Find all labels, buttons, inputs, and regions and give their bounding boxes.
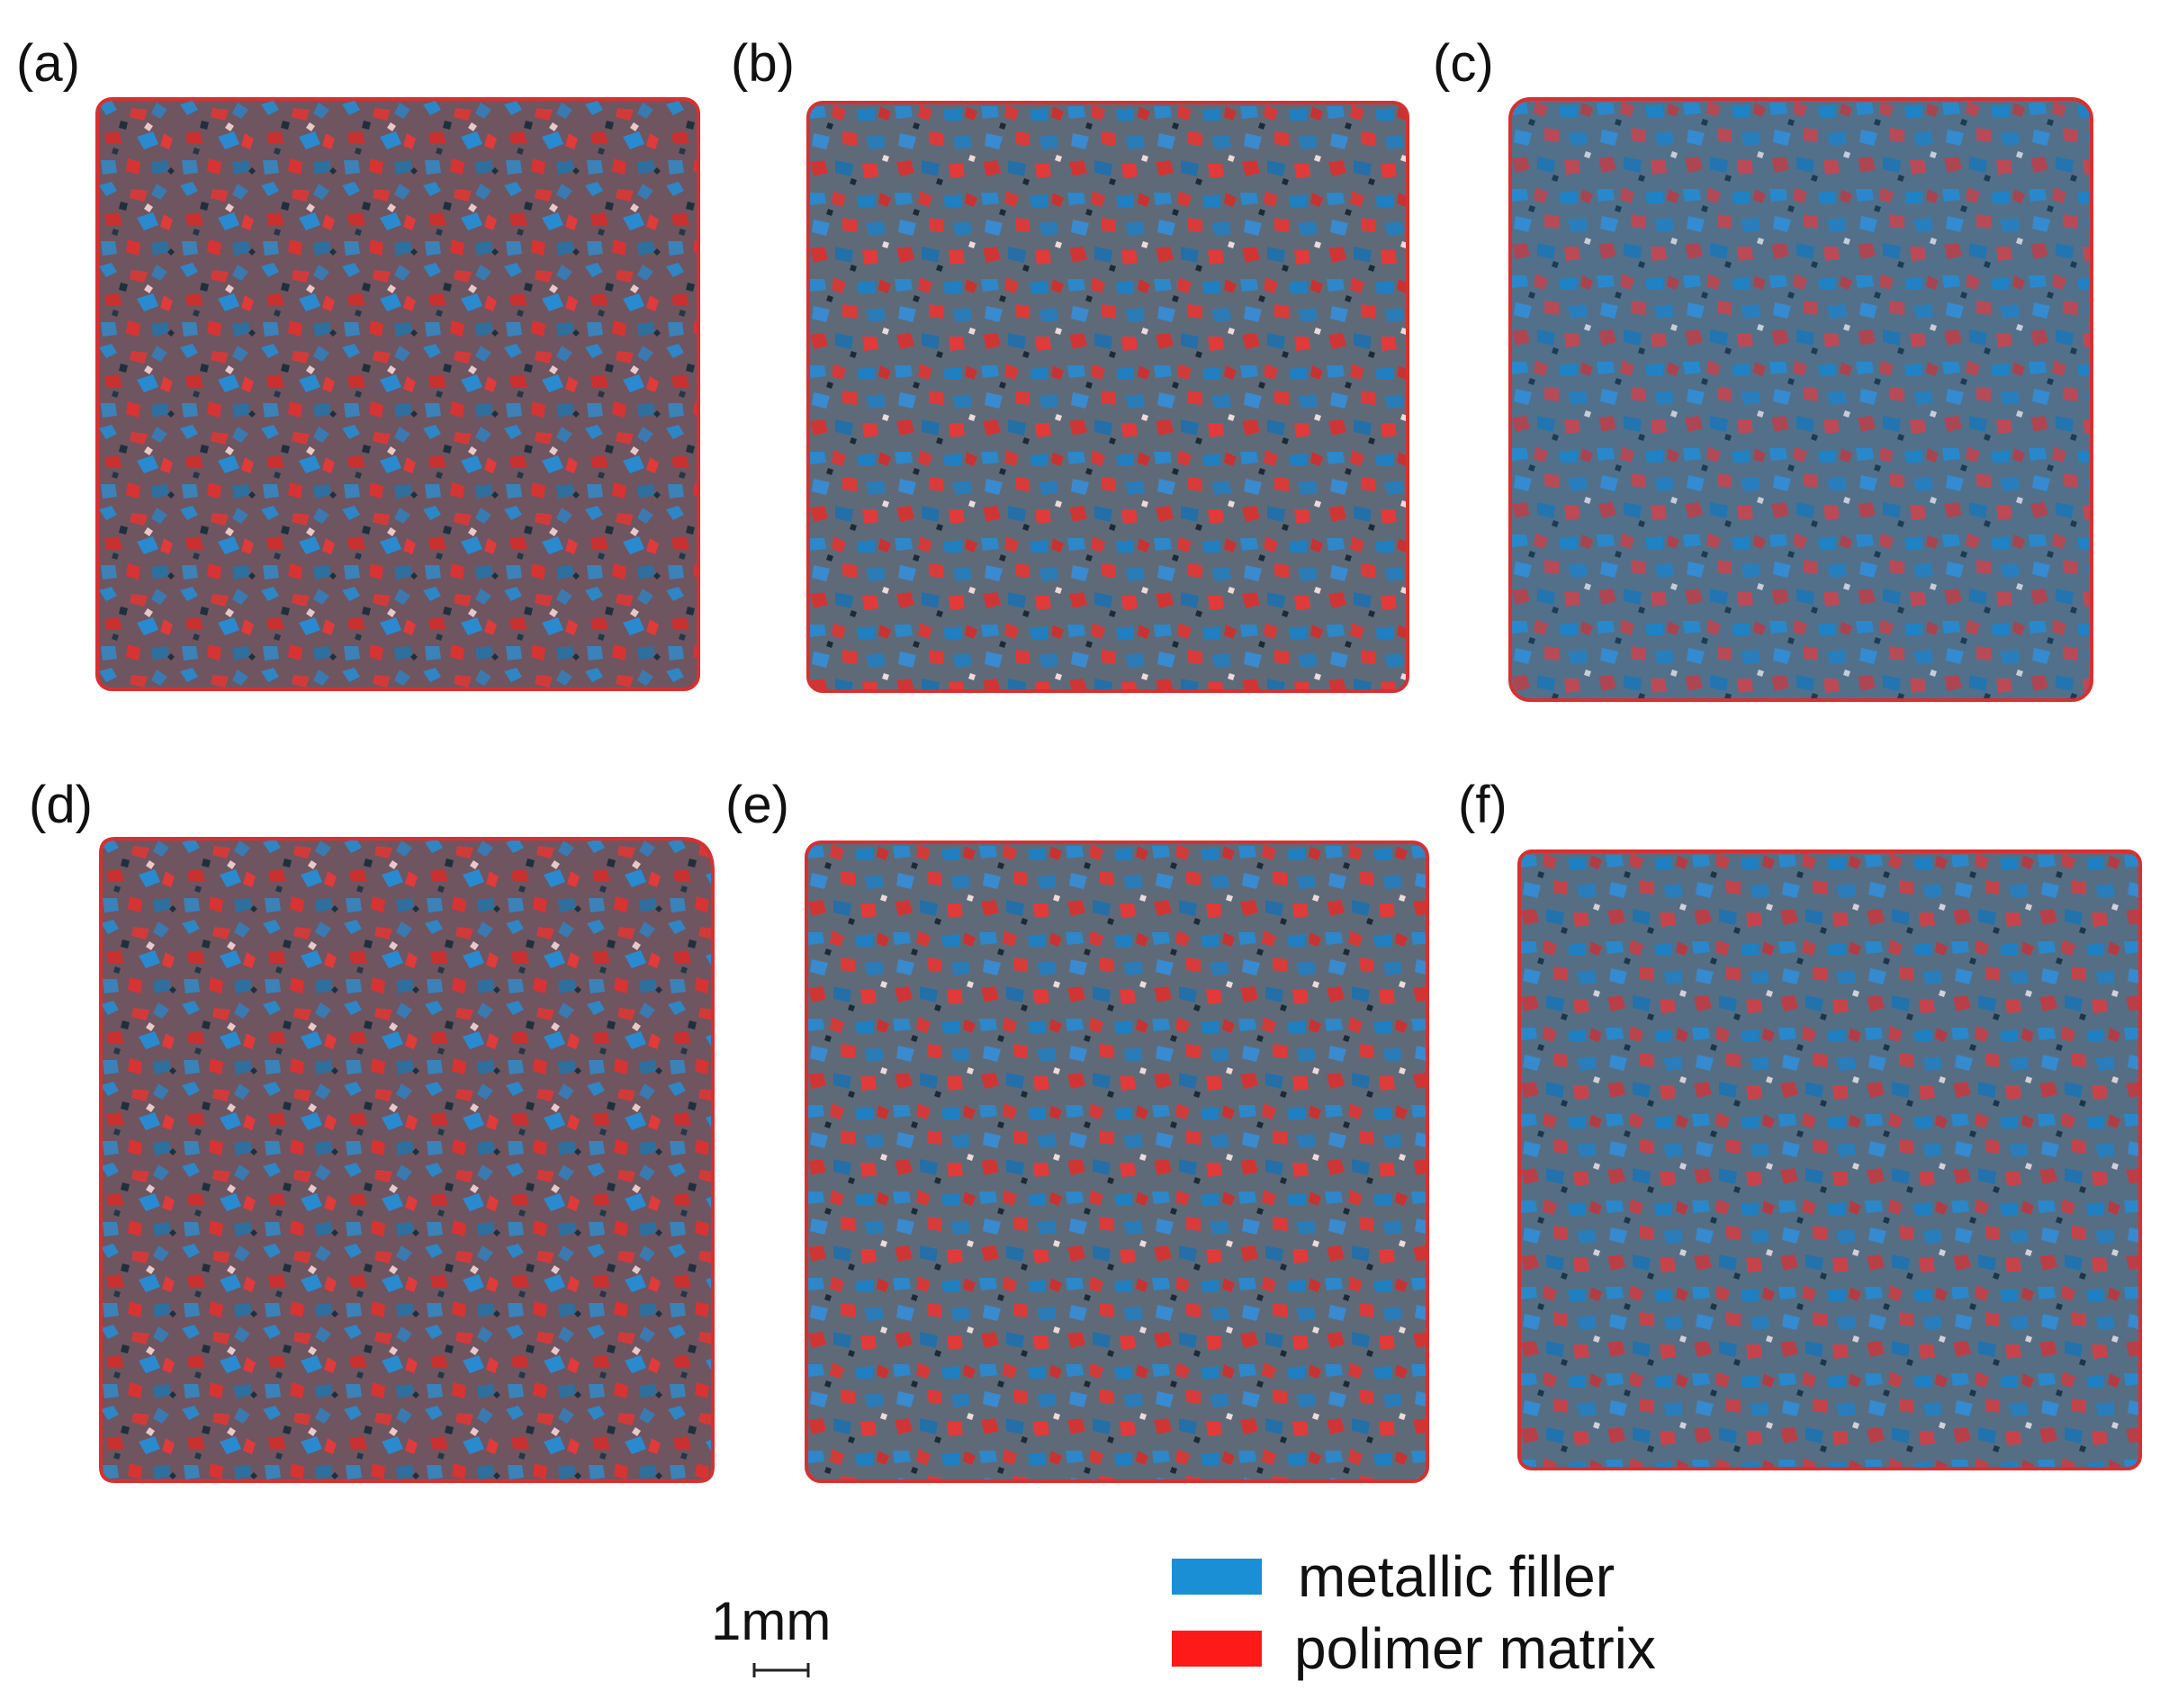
legend-label-metallic-filler: metallic filler	[1298, 1544, 1616, 1609]
specimen-image-c	[1508, 97, 2093, 702]
panel-label-b: (b)	[731, 34, 795, 93]
legend-label-polimer-matrix: polimer matrix	[1294, 1616, 1656, 1681]
scale-bar-label: 1mm	[711, 1591, 832, 1651]
scale-bar	[752, 1663, 810, 1677]
legend-swatch-metallic-filler	[1172, 1559, 1262, 1595]
panel-label-e: (e)	[725, 776, 789, 834]
panel-label-f: (f)	[1458, 776, 1508, 834]
specimen-image-a	[95, 97, 700, 691]
specimen-image-f	[1517, 850, 2142, 1470]
panel-label-c: (c)	[1433, 34, 1494, 93]
legend-swatch-polimer-matrix	[1172, 1631, 1262, 1667]
specimen-image-b	[806, 101, 1409, 693]
specimen-image-e	[805, 841, 1429, 1483]
panel-label-d: (d)	[29, 776, 93, 834]
specimen-image-d	[99, 837, 715, 1483]
panel-label-a: (a)	[16, 34, 80, 93]
